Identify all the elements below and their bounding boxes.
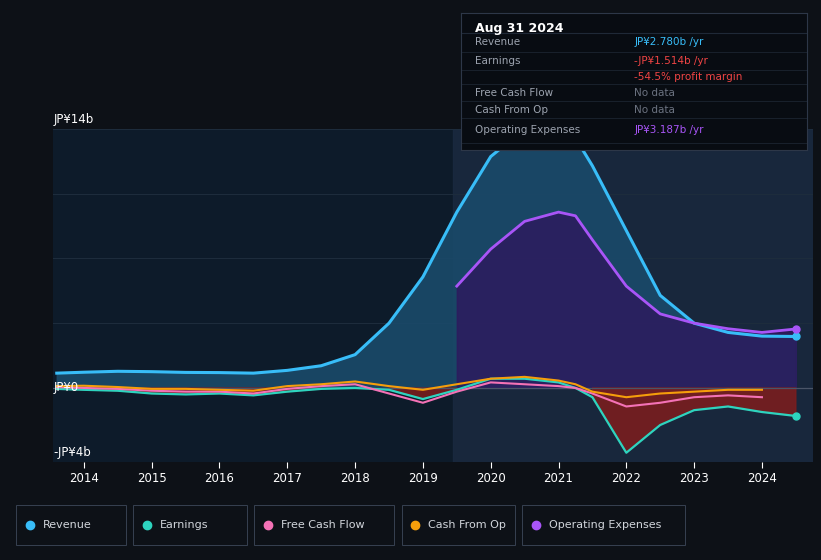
Text: JP¥2.780b /yr: JP¥2.780b /yr xyxy=(635,38,704,48)
Text: Free Cash Flow: Free Cash Flow xyxy=(281,520,365,530)
Text: Earnings: Earnings xyxy=(475,56,521,66)
Text: Revenue: Revenue xyxy=(43,520,92,530)
Text: Aug 31 2024: Aug 31 2024 xyxy=(475,22,564,35)
Text: Operating Expenses: Operating Expenses xyxy=(475,125,580,136)
Text: Revenue: Revenue xyxy=(475,38,521,48)
Bar xyxy=(453,129,813,462)
Text: Cash From Op: Cash From Op xyxy=(475,105,548,115)
Text: JP¥14b: JP¥14b xyxy=(53,113,94,126)
Text: Free Cash Flow: Free Cash Flow xyxy=(475,88,553,97)
Text: JP¥3.187b /yr: JP¥3.187b /yr xyxy=(635,125,704,136)
Text: No data: No data xyxy=(635,88,675,97)
Text: Earnings: Earnings xyxy=(160,520,209,530)
Text: -54.5% profit margin: -54.5% profit margin xyxy=(635,72,743,82)
Text: No data: No data xyxy=(635,105,675,115)
Text: JP¥0: JP¥0 xyxy=(53,381,79,394)
Text: Cash From Op: Cash From Op xyxy=(428,520,506,530)
Text: -JP¥4b: -JP¥4b xyxy=(53,446,91,459)
Text: -JP¥1.514b /yr: -JP¥1.514b /yr xyxy=(635,56,708,66)
Text: Operating Expenses: Operating Expenses xyxy=(549,520,661,530)
